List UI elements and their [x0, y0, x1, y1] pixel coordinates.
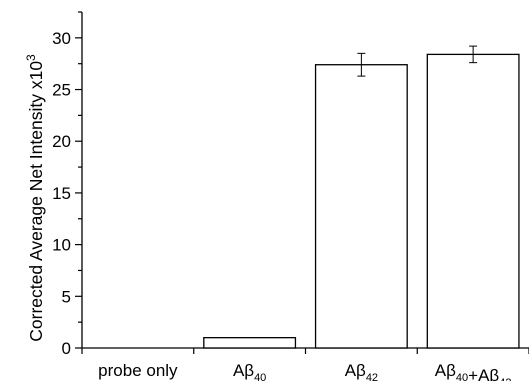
y-tick-label: 15	[52, 184, 71, 203]
y-tick-label: 0	[62, 339, 71, 358]
x-category-label: Aβ42	[345, 361, 378, 381]
x-category-label: Aβ40	[233, 361, 266, 381]
y-axis-label-text: Corrected Average Net Intensity x10	[26, 61, 46, 342]
bar	[203, 337, 297, 349]
y-tick-label: 10	[52, 236, 71, 255]
x-category-label: Aβ40+Aβ42	[435, 361, 512, 381]
y-tick-label: 30	[52, 29, 71, 48]
x-category-label: probe only	[98, 361, 178, 380]
y-axis-label-superscript: 3	[24, 54, 38, 61]
plot-area: 0 5 10 15 20 25 30 probe only Aβ40 Aβ42 Aβ40+Aβ42	[52, 11, 529, 381]
bar	[314, 64, 408, 349]
y-tick-label: 25	[52, 81, 71, 100]
bar	[426, 53, 520, 349]
y-axis-label: Corrected Average Net Intensity x103	[24, 54, 46, 342]
y-tick-label: 5	[62, 287, 71, 306]
y-tick-label: 20	[52, 132, 71, 151]
